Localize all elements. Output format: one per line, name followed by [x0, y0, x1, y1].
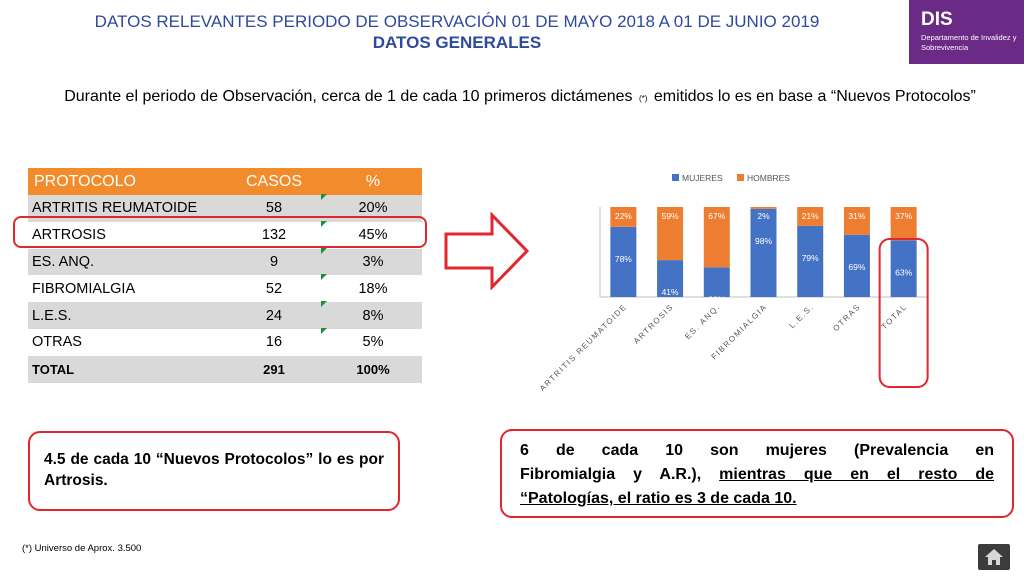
- cell-marker-icon: [321, 274, 327, 281]
- data-label: 2%: [757, 211, 770, 221]
- data-label: 63%: [895, 267, 912, 277]
- category-label: OTRAS: [831, 302, 862, 333]
- row-name: OTRAS: [32, 334, 82, 351]
- bar-hombres: [843, 207, 870, 235]
- arrow-icon: [444, 212, 530, 290]
- bar-mujeres: [890, 240, 917, 297]
- row-name: ARTROSIS: [32, 227, 106, 244]
- data-label: 98%: [755, 236, 772, 246]
- total-name: TOTAL: [28, 355, 224, 383]
- intro-marker: (*): [638, 94, 648, 103]
- category-label: ARTROSIS: [632, 302, 676, 346]
- bar-hombres: [750, 207, 777, 209]
- category-label: ARTRITIS REUMATOIDE: [540, 302, 629, 393]
- callout-line2: Fibromialgia y A.R.), mientras que en el…: [520, 466, 995, 483]
- table-row: ARTROSIS 132 45%: [28, 220, 422, 249]
- legend-swatch: [737, 174, 744, 181]
- category-label: L.E.S.: [787, 302, 815, 330]
- row-pct: 8%: [321, 301, 422, 329]
- table-header-row: PROTOCOLO CASOS %: [28, 168, 422, 195]
- header-casos: CASOS: [224, 168, 324, 195]
- total-highlight: [878, 238, 929, 388]
- bar-hombres: [890, 207, 917, 241]
- data-label: 59%: [662, 211, 679, 221]
- row-cases: 16: [265, 334, 283, 351]
- total-cases: 291: [224, 355, 324, 383]
- gender-bar-chart: MUJERES HOMBRES 78% 22% ARTRITIS REUMATOIDE 4…: [540, 173, 929, 393]
- table-row: OTRAS 16 5%: [28, 327, 422, 356]
- callout-women: 6 de cada 10 son mujeres (Prevalencia en…: [500, 429, 1014, 518]
- data-label: 41%: [662, 287, 679, 297]
- bar-mujeres: [843, 234, 870, 297]
- dis-logo: DIS Departamento de Invalidez y Sobreviv…: [909, 0, 1024, 64]
- data-label: 31%: [848, 211, 865, 221]
- footnote: (*) Universo de Aprox. 3.500: [22, 543, 142, 554]
- bar-hombres: [657, 207, 684, 261]
- home-icon: [985, 549, 1003, 565]
- cell-marker-icon: [321, 220, 327, 227]
- category-label: ES. ANQ.: [683, 302, 722, 341]
- row-cases: 24: [224, 302, 324, 329]
- data-label: 21%: [802, 211, 819, 221]
- row-pct: 45%: [321, 220, 422, 249]
- cell-marker-icon: [321, 327, 327, 334]
- home-button[interactable]: [978, 544, 1010, 570]
- logo-abbr: DIS: [921, 9, 953, 30]
- intro-text: Durante el periodo de Observación, cerca…: [40, 86, 1000, 110]
- table-total-row: TOTAL 291 100%: [28, 355, 422, 383]
- cell-marker-icon: [321, 194, 327, 200]
- intro-part1: Durante el periodo de Observación, cerca…: [64, 88, 633, 105]
- bar-hombres: [797, 207, 824, 226]
- bar-mujeres: [797, 225, 824, 297]
- cell-marker-icon: [321, 247, 327, 254]
- row-cases: 52: [265, 280, 283, 297]
- data-label: 22%: [615, 211, 632, 221]
- callout-artrosis: 4.5 de cada 10 “Nuevos Protocolos” lo es…: [28, 431, 400, 511]
- row-cases: 9: [224, 248, 324, 276]
- data-label: 67%: [708, 211, 725, 221]
- data-label: 33%: [708, 294, 725, 304]
- legend-swatch: [672, 174, 679, 181]
- data-label: 69%: [848, 262, 865, 272]
- artrosis-highlight: [13, 216, 427, 248]
- bar-mujeres: [750, 208, 777, 297]
- logo-name: Departamento de Invalidez y Sobrevivenci…: [921, 33, 1017, 52]
- cell-marker-icon: [321, 301, 327, 308]
- row-name: ES. ANQ.: [28, 248, 224, 276]
- total-pct: 100%: [324, 355, 422, 383]
- table-row: L.E.S. 24 8%: [28, 301, 422, 329]
- bar-hombres: [703, 207, 730, 268]
- table-row: ES. ANQ. 9 3%: [28, 247, 422, 276]
- callout-line3: “Patologías, el ratio es 3 de cada 10.: [520, 490, 797, 507]
- callout-line1: 6 de cada 10 son mujeres (Prevalencia en: [520, 442, 994, 459]
- table-row: FIBROMIALGIA 52 18%: [28, 274, 422, 302]
- data-label: 78%: [615, 254, 632, 264]
- category-label: TOTAL: [880, 302, 909, 331]
- bar-mujeres: [703, 267, 730, 297]
- bar-hombres: [610, 207, 637, 227]
- header-pct: %: [324, 168, 422, 195]
- row-pct: 3%: [321, 247, 422, 276]
- row-name: FIBROMIALGIA: [32, 280, 136, 297]
- data-label: 79%: [802, 253, 819, 263]
- legend-label: MUJERES: [682, 173, 723, 183]
- row-pct: 18%: [321, 274, 422, 302]
- data-label: 37%: [895, 211, 912, 221]
- row-pct: 5%: [321, 327, 422, 356]
- bar-mujeres: [657, 260, 684, 297]
- protocol-table: PROTOCOLO CASOS % ARTRITIS REUMATOIDE 58…: [28, 168, 422, 383]
- page-subtitle: DATOS GENERALES: [372, 33, 542, 52]
- page-title: DATOS RELEVANTES PERIODO DE OBSERVACIÓN …: [94, 12, 820, 31]
- row-name: L.E.S.: [28, 302, 224, 329]
- legend-label: HOMBRES: [747, 173, 790, 183]
- row-cases: 132: [261, 227, 287, 244]
- header-protocolo: PROTOCOLO: [28, 168, 224, 195]
- intro-part2: emitidos lo es en base a “Nuevos Protoco…: [653, 88, 976, 105]
- bar-mujeres: [610, 226, 637, 297]
